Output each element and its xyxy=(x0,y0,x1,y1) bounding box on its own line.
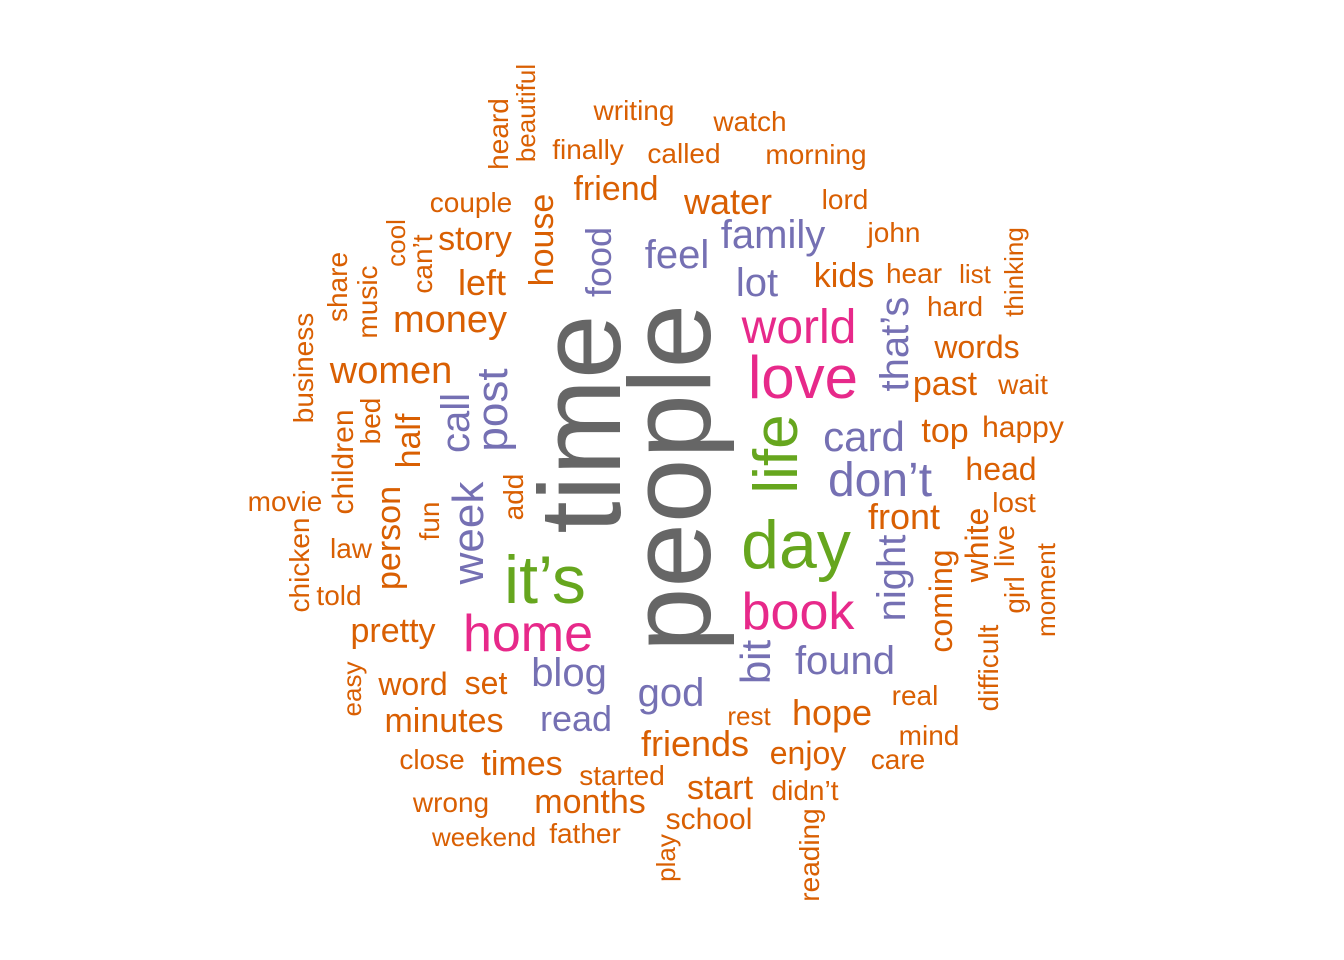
word-card: card xyxy=(823,413,905,460)
word-law: law xyxy=(329,533,373,564)
word-rest: rest xyxy=(727,701,771,731)
word-water: water xyxy=(683,181,773,222)
word-front: front xyxy=(867,496,941,537)
word-reading: reading xyxy=(794,808,825,902)
word-friend: friend xyxy=(573,170,659,208)
word-minutes: minutes xyxy=(384,702,504,740)
word-its: it’s xyxy=(504,542,586,618)
word-john: john xyxy=(867,217,921,248)
word-money: money xyxy=(392,299,508,341)
word-words: words xyxy=(934,329,1020,365)
word-morning: morning xyxy=(765,139,867,170)
word-set: set xyxy=(464,665,508,701)
word-list: list xyxy=(959,259,991,289)
word-hope: hope xyxy=(791,692,873,733)
word-difficult: difficult xyxy=(973,624,1004,712)
word-told: told xyxy=(316,580,362,611)
word-life: life xyxy=(742,414,811,494)
word-hard: hard xyxy=(926,291,984,322)
word-time: time xyxy=(515,314,645,534)
word-hear: hear xyxy=(885,258,943,289)
word-love: love xyxy=(747,344,859,411)
word-call: call xyxy=(434,392,478,454)
word-word: word xyxy=(378,666,448,702)
word-food: food xyxy=(578,226,619,298)
word-lot: lot xyxy=(735,261,779,305)
word-feel: feel xyxy=(644,233,710,277)
word-months: months xyxy=(534,783,646,821)
word-couple: couple xyxy=(429,187,513,218)
word-kids: kids xyxy=(813,257,875,295)
word-past: past xyxy=(912,365,978,403)
word-bed: bed xyxy=(355,397,386,445)
word-mind: mind xyxy=(898,720,960,751)
word-movie: movie xyxy=(247,486,323,517)
word-cant: can’t xyxy=(407,234,438,294)
word-cool: cool xyxy=(381,219,411,267)
word-watch: watch xyxy=(713,106,787,137)
word-week: week xyxy=(444,481,493,585)
word-fun: fun xyxy=(414,501,445,541)
word-story: story xyxy=(438,220,512,258)
word-day: day xyxy=(741,507,851,583)
word-called: called xyxy=(647,138,721,169)
word-person: person xyxy=(370,486,408,590)
word-wait: wait xyxy=(998,369,1048,400)
word-add: add xyxy=(498,473,529,521)
word-girl: girl xyxy=(999,576,1030,614)
word-beautiful: beautiful xyxy=(511,63,541,163)
word-friends: friends xyxy=(640,723,750,764)
word-thinking: thinking xyxy=(999,227,1029,317)
word-home: home xyxy=(462,605,594,663)
word-house: house xyxy=(523,193,561,287)
word-children: children xyxy=(327,409,360,515)
word-school: school xyxy=(665,803,753,836)
word-real: real xyxy=(891,680,939,711)
word-enjoy: enjoy xyxy=(769,735,847,771)
word-lost: lost xyxy=(992,487,1036,518)
word-lord: lord xyxy=(821,184,869,215)
word-read: read xyxy=(539,698,613,739)
word-family: family xyxy=(720,213,826,257)
word-wrong: wrong xyxy=(412,787,490,818)
word-father: father xyxy=(549,818,621,849)
word-easy: easy xyxy=(337,661,367,717)
word-heard: heard xyxy=(483,98,514,170)
word-book: book xyxy=(741,583,855,641)
word-chicken: chicken xyxy=(284,517,315,613)
word-night: night xyxy=(870,534,914,622)
word-top: top xyxy=(921,412,969,450)
word-half: half xyxy=(390,413,428,469)
word-head: head xyxy=(965,451,1037,487)
word-start: start xyxy=(686,769,754,807)
word-started: started xyxy=(579,760,665,791)
word-business: business xyxy=(288,312,319,424)
word-didnt: didn’t xyxy=(771,775,839,806)
word-care: care xyxy=(870,744,926,775)
word-finally: finally xyxy=(552,134,624,165)
word-found: found xyxy=(794,639,896,683)
word-play: play xyxy=(651,834,681,882)
word-pretty: pretty xyxy=(350,612,436,650)
word-close: close xyxy=(399,744,465,775)
word-share: share xyxy=(322,251,353,323)
word-bit: bit xyxy=(732,639,779,685)
word-blog: blog xyxy=(531,651,607,695)
word-music: music xyxy=(352,265,383,339)
word-weekend: weekend xyxy=(431,822,537,852)
word-dont: don’t xyxy=(827,454,933,507)
word-women: women xyxy=(329,350,453,392)
word-writing: writing xyxy=(593,95,675,126)
word-thats: that’s xyxy=(873,296,917,392)
word-left: left xyxy=(457,262,507,303)
word-world: world xyxy=(741,301,857,354)
word-happy: happy xyxy=(982,411,1064,444)
word-live: live xyxy=(989,524,1020,568)
word-coming: coming xyxy=(923,549,959,653)
word-moment: moment xyxy=(1031,543,1061,637)
word-god: god xyxy=(637,671,705,715)
word-times: times xyxy=(481,745,563,783)
